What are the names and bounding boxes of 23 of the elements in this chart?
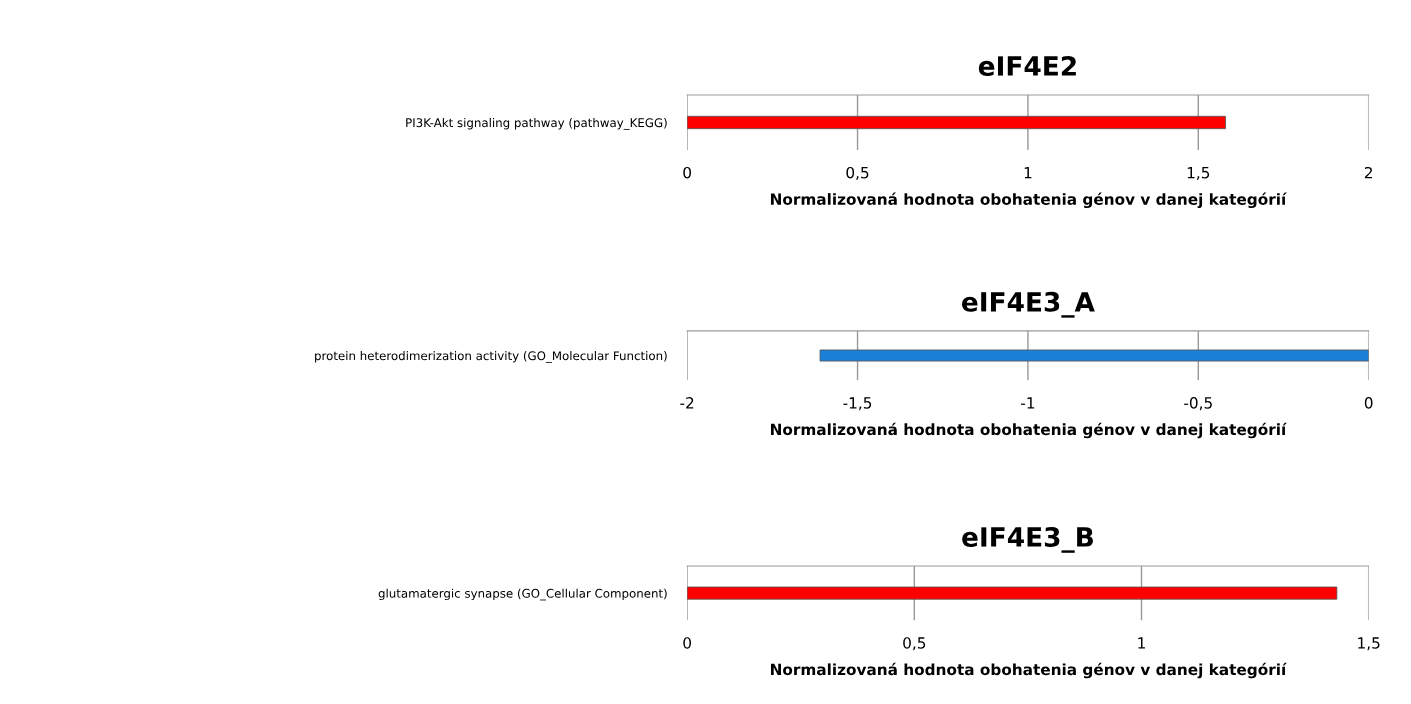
y-tick-label: PI3K-Akt signaling pathway (pathway_KEGG) bbox=[406, 118, 667, 130]
x-tick-label: 1,5 bbox=[1187, 167, 1210, 180]
chart-title: eIF4E3_A bbox=[961, 291, 1095, 318]
x-tick-label: 0,5 bbox=[846, 166, 869, 180]
x-axis-title: Normalizovaná hodnota obohatenia génov v danej kategórií bbox=[770, 422, 1287, 439]
x-tick-label: 1,5 bbox=[1358, 637, 1380, 651]
y-tick-label: glutamatergic synapse (GO_Cellular Component) bbox=[378, 588, 667, 601]
x-tick-label: 0 bbox=[683, 637, 691, 649]
chart-title: eIF4E3_B bbox=[962, 526, 1093, 553]
y-tick-label: protein heterodimerization activity (GO_Molecular Function) bbox=[315, 351, 667, 363]
x-tick-label: 1 bbox=[1024, 167, 1032, 179]
x-tick-label: -1 bbox=[1021, 397, 1035, 409]
x-tick-label: 0 bbox=[1364, 397, 1373, 409]
x-axis-title: Normalizovaná hodnota obohatenia génov v danej kategórií bbox=[770, 662, 1287, 679]
x-tick-label: 0 bbox=[683, 166, 691, 179]
x-tick-label: 0,5 bbox=[903, 637, 926, 651]
x-axis-title: Normalizovaná hodnota obohatenia génov v danej kategórií bbox=[770, 192, 1287, 209]
x-tick-label: -2 bbox=[680, 397, 694, 409]
chart-title: eIF4E2 bbox=[978, 56, 1076, 76]
x-tick-label: 1 bbox=[1138, 637, 1145, 649]
x-tick-label: -1,5 bbox=[843, 397, 872, 411]
x-tick-label: -0,5 bbox=[1184, 397, 1212, 411]
x-tick-label: 2 bbox=[1364, 166, 1372, 179]
